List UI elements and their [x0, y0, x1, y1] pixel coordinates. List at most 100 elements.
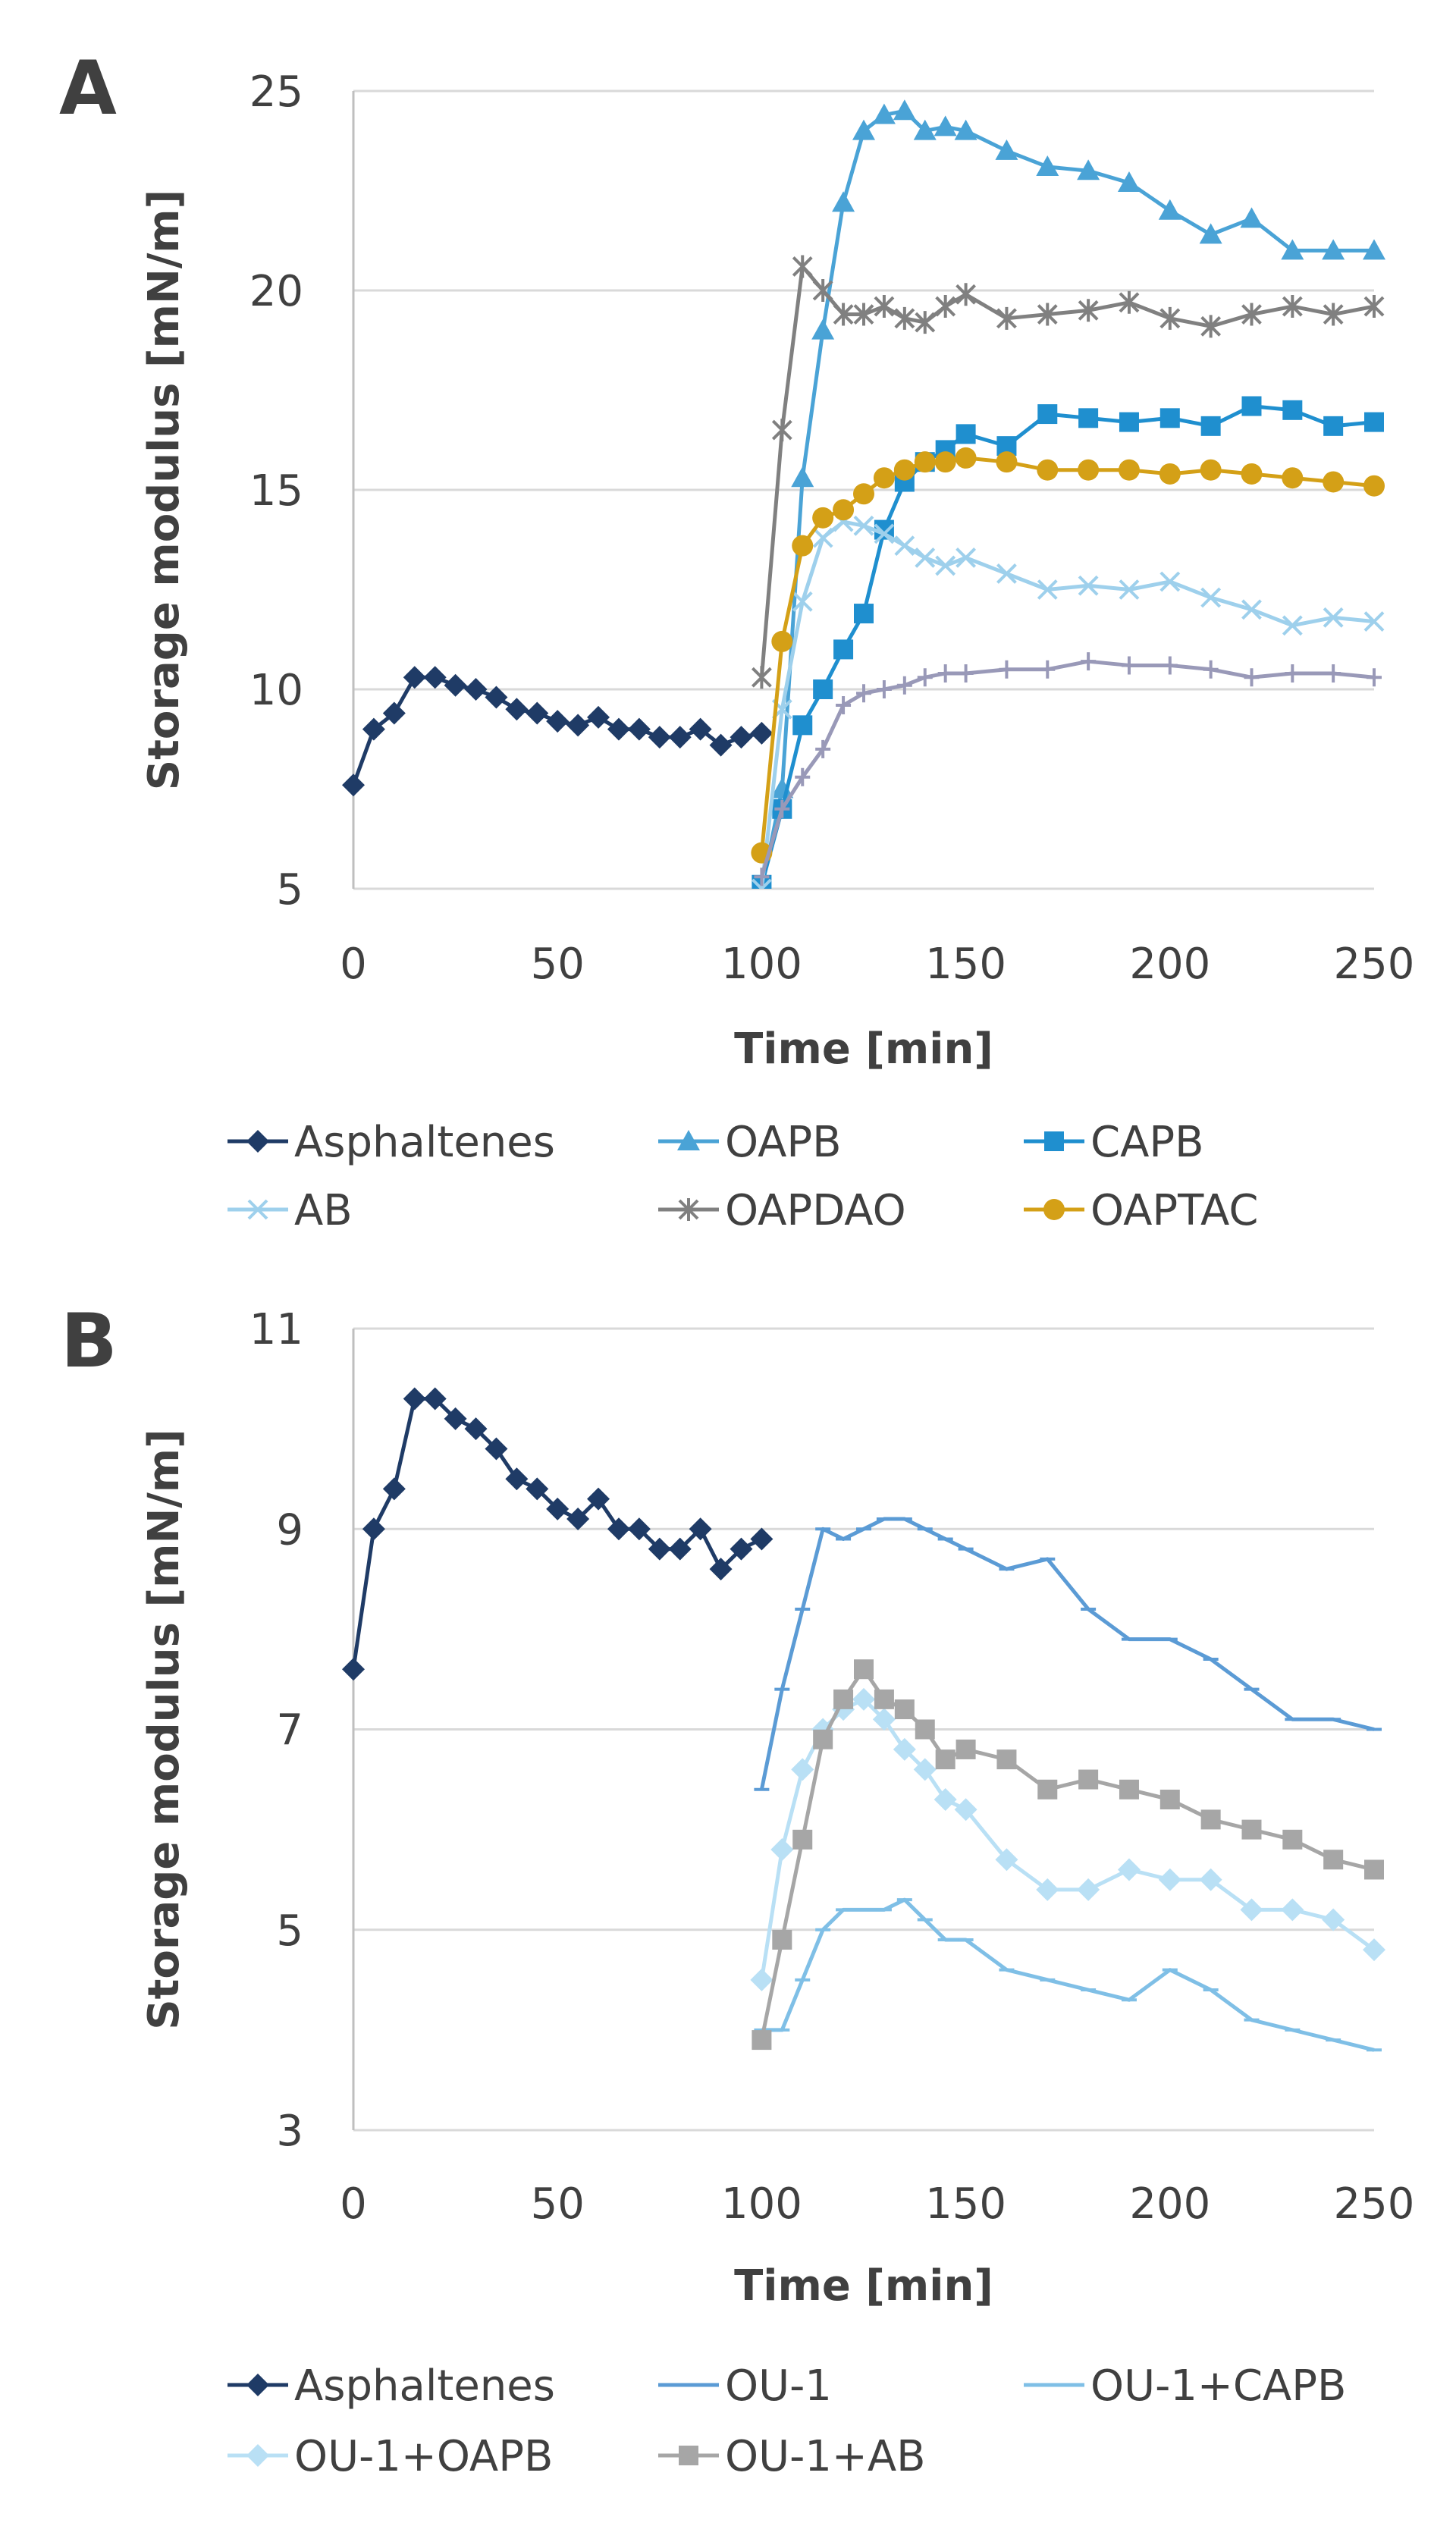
- data-point: [1037, 1779, 1058, 1800]
- data-point: [505, 698, 529, 721]
- data-point: [709, 1558, 733, 1581]
- data-point: [1119, 290, 1140, 314]
- x-tick-label: 150: [925, 940, 1006, 989]
- panel-a-label: A: [59, 45, 117, 132]
- data-point: [689, 1517, 712, 1541]
- data-point: [1364, 1859, 1384, 1880]
- data-point: [1200, 459, 1222, 481]
- legend-entry: Asphaltenes: [228, 2361, 555, 2411]
- legend-label: OU-1+OAPB: [294, 2432, 553, 2481]
- series-oaptac: [751, 447, 1385, 864]
- data-point: [956, 548, 977, 568]
- data-point: [362, 1517, 385, 1541]
- legend-marker: [677, 1130, 700, 1150]
- x-tick-label: 150: [925, 2179, 1006, 2229]
- data-point: [546, 710, 570, 733]
- data-point: [1078, 575, 1099, 596]
- data-point: [872, 1708, 896, 1731]
- data-point: [1118, 459, 1140, 481]
- data-point: [1117, 1858, 1141, 1881]
- data-point: [996, 563, 1017, 584]
- legend-label: Asphaltenes: [294, 1118, 555, 1167]
- legend-marker: [247, 1199, 268, 1220]
- data-point: [444, 673, 467, 697]
- data-point: [853, 515, 874, 536]
- legend-marker: [678, 1198, 699, 1221]
- data-point: [874, 1689, 894, 1709]
- data-point: [1121, 656, 1137, 675]
- data-point: [1244, 668, 1260, 687]
- legend-label: OAPDAO: [725, 1186, 906, 1235]
- data-point: [1363, 295, 1385, 318]
- data-point: [995, 139, 1018, 160]
- legend-entry: OU-1+AB: [658, 2432, 926, 2481]
- data-point: [792, 255, 813, 278]
- data-point: [934, 1787, 957, 1811]
- data-point: [1119, 1779, 1139, 1800]
- data-point: [935, 295, 956, 318]
- data-point: [813, 1729, 833, 1749]
- x-tick-label: 50: [531, 2179, 585, 2229]
- data-point: [1282, 400, 1303, 420]
- data-point: [751, 878, 772, 889]
- series-ou-1-capb: [754, 1897, 1382, 2052]
- panel-b-label: B: [61, 1298, 118, 1385]
- series-line: [761, 1897, 1375, 2052]
- data-point: [1364, 412, 1384, 432]
- series-ou-1-oapb: [750, 1687, 1385, 1991]
- data-point: [915, 1719, 935, 1740]
- y-axis-title: Storage modulus [mN/m]: [140, 190, 189, 790]
- data-point: [1078, 1769, 1099, 1790]
- y-axis-title: Storage modulus [mN/m]: [140, 1429, 189, 2029]
- data-point: [937, 664, 953, 682]
- y-tick-label: 3: [276, 2107, 303, 2156]
- legend-marker: [246, 2374, 269, 2396]
- data-point: [750, 1968, 774, 1991]
- data-point: [485, 1437, 508, 1461]
- data-point: [403, 666, 426, 689]
- x-tick-label: 200: [1129, 2179, 1210, 2229]
- data-point: [546, 1497, 570, 1520]
- legend-entry: OU-1: [658, 2361, 832, 2411]
- data-point: [750, 1527, 774, 1551]
- data-point: [995, 1848, 1018, 1872]
- data-point: [874, 523, 895, 544]
- x-tick-label: 0: [340, 940, 367, 989]
- data-point: [954, 119, 977, 140]
- data-point: [873, 467, 895, 489]
- data-point: [752, 2030, 772, 2051]
- data-point: [1282, 1829, 1303, 1850]
- data-point: [423, 666, 447, 689]
- data-point: [872, 103, 896, 124]
- x-tick-label: 100: [721, 2179, 802, 2229]
- data-point: [956, 1739, 976, 1759]
- data-point: [485, 686, 508, 709]
- data-point: [772, 1929, 792, 1950]
- series-line: [759, 456, 1375, 853]
- data-point: [1077, 1878, 1100, 1901]
- x-tick-label: 100: [721, 940, 802, 989]
- data-point: [1363, 239, 1385, 260]
- data-point: [893, 459, 915, 481]
- data-point: [1159, 408, 1180, 428]
- data-point: [811, 318, 835, 340]
- data-point: [730, 1537, 753, 1561]
- series-line: [759, 264, 1375, 678]
- data-point: [587, 1487, 610, 1511]
- data-point: [423, 1387, 447, 1410]
- data-point: [1159, 571, 1181, 592]
- data-point: [999, 660, 1015, 679]
- legend-label: OAPB: [725, 1118, 842, 1167]
- legend-marker: [246, 2444, 269, 2467]
- series-unlabeled: [754, 652, 1382, 886]
- data-point: [852, 1687, 875, 1711]
- data-point: [853, 483, 874, 505]
- data-point: [627, 717, 651, 741]
- data-point: [1199, 223, 1222, 244]
- data-point: [1199, 1868, 1222, 1891]
- data-point: [1037, 579, 1058, 600]
- data-point: [1200, 416, 1221, 436]
- data-point: [854, 1659, 874, 1680]
- legend-label: OU-1+AB: [725, 2432, 926, 2481]
- series-ou-1: [754, 1517, 1382, 1791]
